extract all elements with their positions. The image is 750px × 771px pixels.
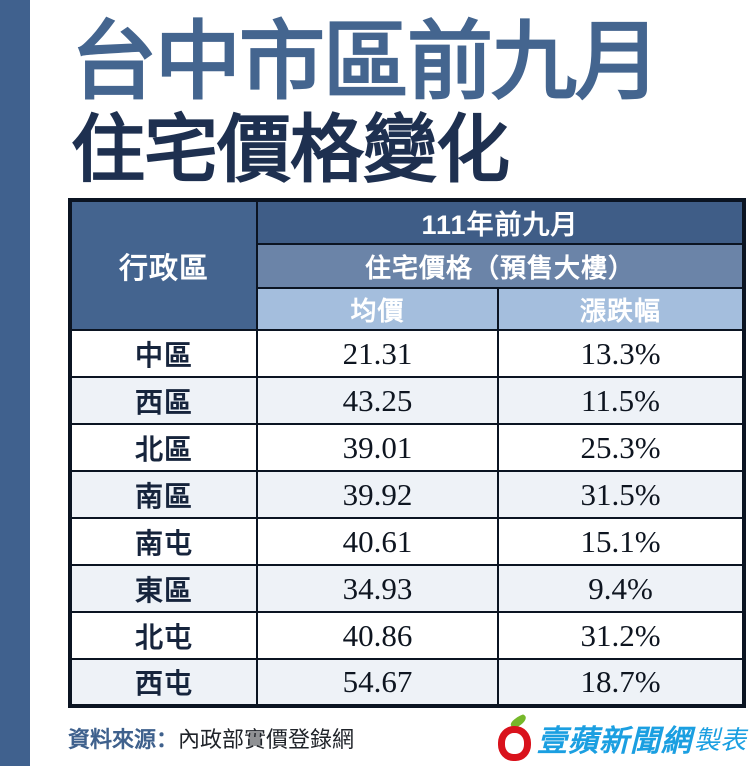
title-line-2: 住宅價格變化 [71,108,510,191]
change-cell: 18.7% [496,658,746,707]
region-cell: 東區 [69,564,258,613]
source-value: 內政部實價登錄網 [178,727,355,752]
header-region: 行政區 [69,199,258,331]
table-row: 北區 39.01 25.3% [69,423,746,472]
source-note: 資料來源：內政部實價登錄網 [68,722,354,754]
avg-price-cell: 40.61 [256,517,499,566]
apple-ring-icon [497,726,531,761]
avg-price-cell: 39.01 [256,423,499,472]
apple-logo-icon [495,713,535,761]
header-period: 111年前九月 [255,199,746,245]
change-cell: 13.3% [496,329,746,378]
change-cell: 31.2% [496,611,746,660]
header-change: 漲跌幅 [496,287,746,331]
footer: 資料來源：內政部實價登錄網 壹蘋新聞網 製表 [68,713,746,762]
header-category: 住宅價格（預售大樓） [255,243,746,289]
left-accent-bar [0,0,30,766]
table-row: 南區 39.92 31.5% [69,470,746,519]
credit-suffix-label: 製表 [693,724,746,755]
change-cell: 31.5% [496,470,746,519]
change-cell: 9.4% [496,564,746,613]
avg-price-cell: 34.93 [256,564,499,613]
avg-price-cell: 43.25 [256,376,499,425]
avg-price-cell: 21.31 [256,329,499,378]
region-cell: 北屯 [69,611,258,660]
region-cell: 北區 [69,423,258,472]
source-label: 資料來源： [68,727,179,752]
avg-price-cell: 39.92 [256,470,499,519]
change-cell: 11.5% [496,376,746,425]
region-cell: 中區 [69,329,258,378]
region-cell: 南屯 [69,517,258,566]
avg-price-cell: 54.67 [256,658,499,707]
region-cell: 南區 [69,470,258,519]
change-cell: 25.3% [496,423,746,472]
header-row-period: 行政區 111年前九月 [69,199,746,331]
publisher-credit: 壹蘋新聞網 製表 [495,713,746,761]
table-row: 南屯 40.61 15.1% [69,517,746,566]
table-row: 西屯 54.67 18.7% [69,658,746,707]
region-cell: 西屯 [69,658,258,707]
avg-price-cell: 40.86 [256,611,499,660]
header-avg-price: 均價 [256,287,499,331]
table-row: 北屯 40.86 31.2% [69,611,746,660]
region-cell: 西區 [69,376,258,425]
title-line-1: 台中市區前九月 [71,14,661,110]
page-title: 台中市區前九月 住宅價格變化 [71,14,661,191]
price-table: 行政區 111年前九月 住宅價格（預售大樓） 均價 漲跌幅 中區 21.31 1… [68,198,747,708]
header-row-category: 住宅價格（預售大樓） [70,243,746,289]
table-row: 中區 21.31 13.3% [69,329,746,378]
change-cell: 15.1% [496,517,746,566]
publisher-name: 壹蘋新聞網 [536,725,692,758]
header-row-sub: 均價 漲跌幅 [70,287,746,331]
table-row: 西區 43.25 11.5% [69,376,746,425]
table-row: 東區 34.93 9.4% [69,564,746,613]
